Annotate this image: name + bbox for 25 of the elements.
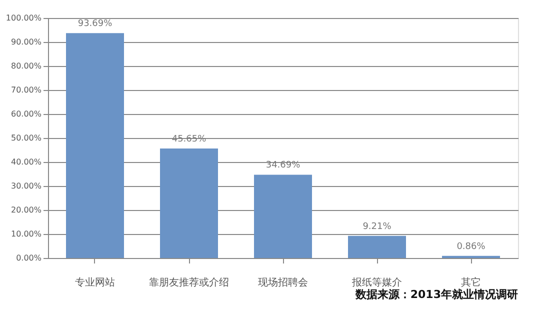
bar [66,33,124,258]
bar [160,148,218,258]
x-tick-label: 报纸等媒介 [351,276,402,288]
y-tick-label: 0.00% [16,254,42,262]
data-label: 34.69% [266,160,301,171]
x-tick-label: 靠朋友推荐或介绍 [149,276,229,288]
y-tick-label: 80.00% [10,62,42,70]
x-tick-label: 现场招聘会 [258,276,308,288]
y-tick-label: 10.00% [10,230,42,238]
x-tick-label: 其它 [461,276,481,288]
y-tick-label: 40.00% [10,158,42,166]
y-tick-label: 90.00% [10,38,42,46]
y-tick-label: 20.00% [10,206,42,214]
data-label: 93.69% [78,19,113,30]
bar [348,236,406,258]
data-label: 9.21% [362,222,392,232]
y-tick-label: 60.00% [10,110,42,118]
y-tick-label: 70.00% [10,86,42,94]
source-note: 数据来源：2013年就业情况调研 [354,288,518,301]
bar [254,174,312,258]
y-tick-label: 50.00% [10,134,42,142]
x-tick-label: 专业网站 [75,276,115,288]
y-tick-label: 100.00% [6,14,42,22]
data-label: 0.86% [456,242,486,252]
y-tick-label: 30.00% [10,182,42,190]
